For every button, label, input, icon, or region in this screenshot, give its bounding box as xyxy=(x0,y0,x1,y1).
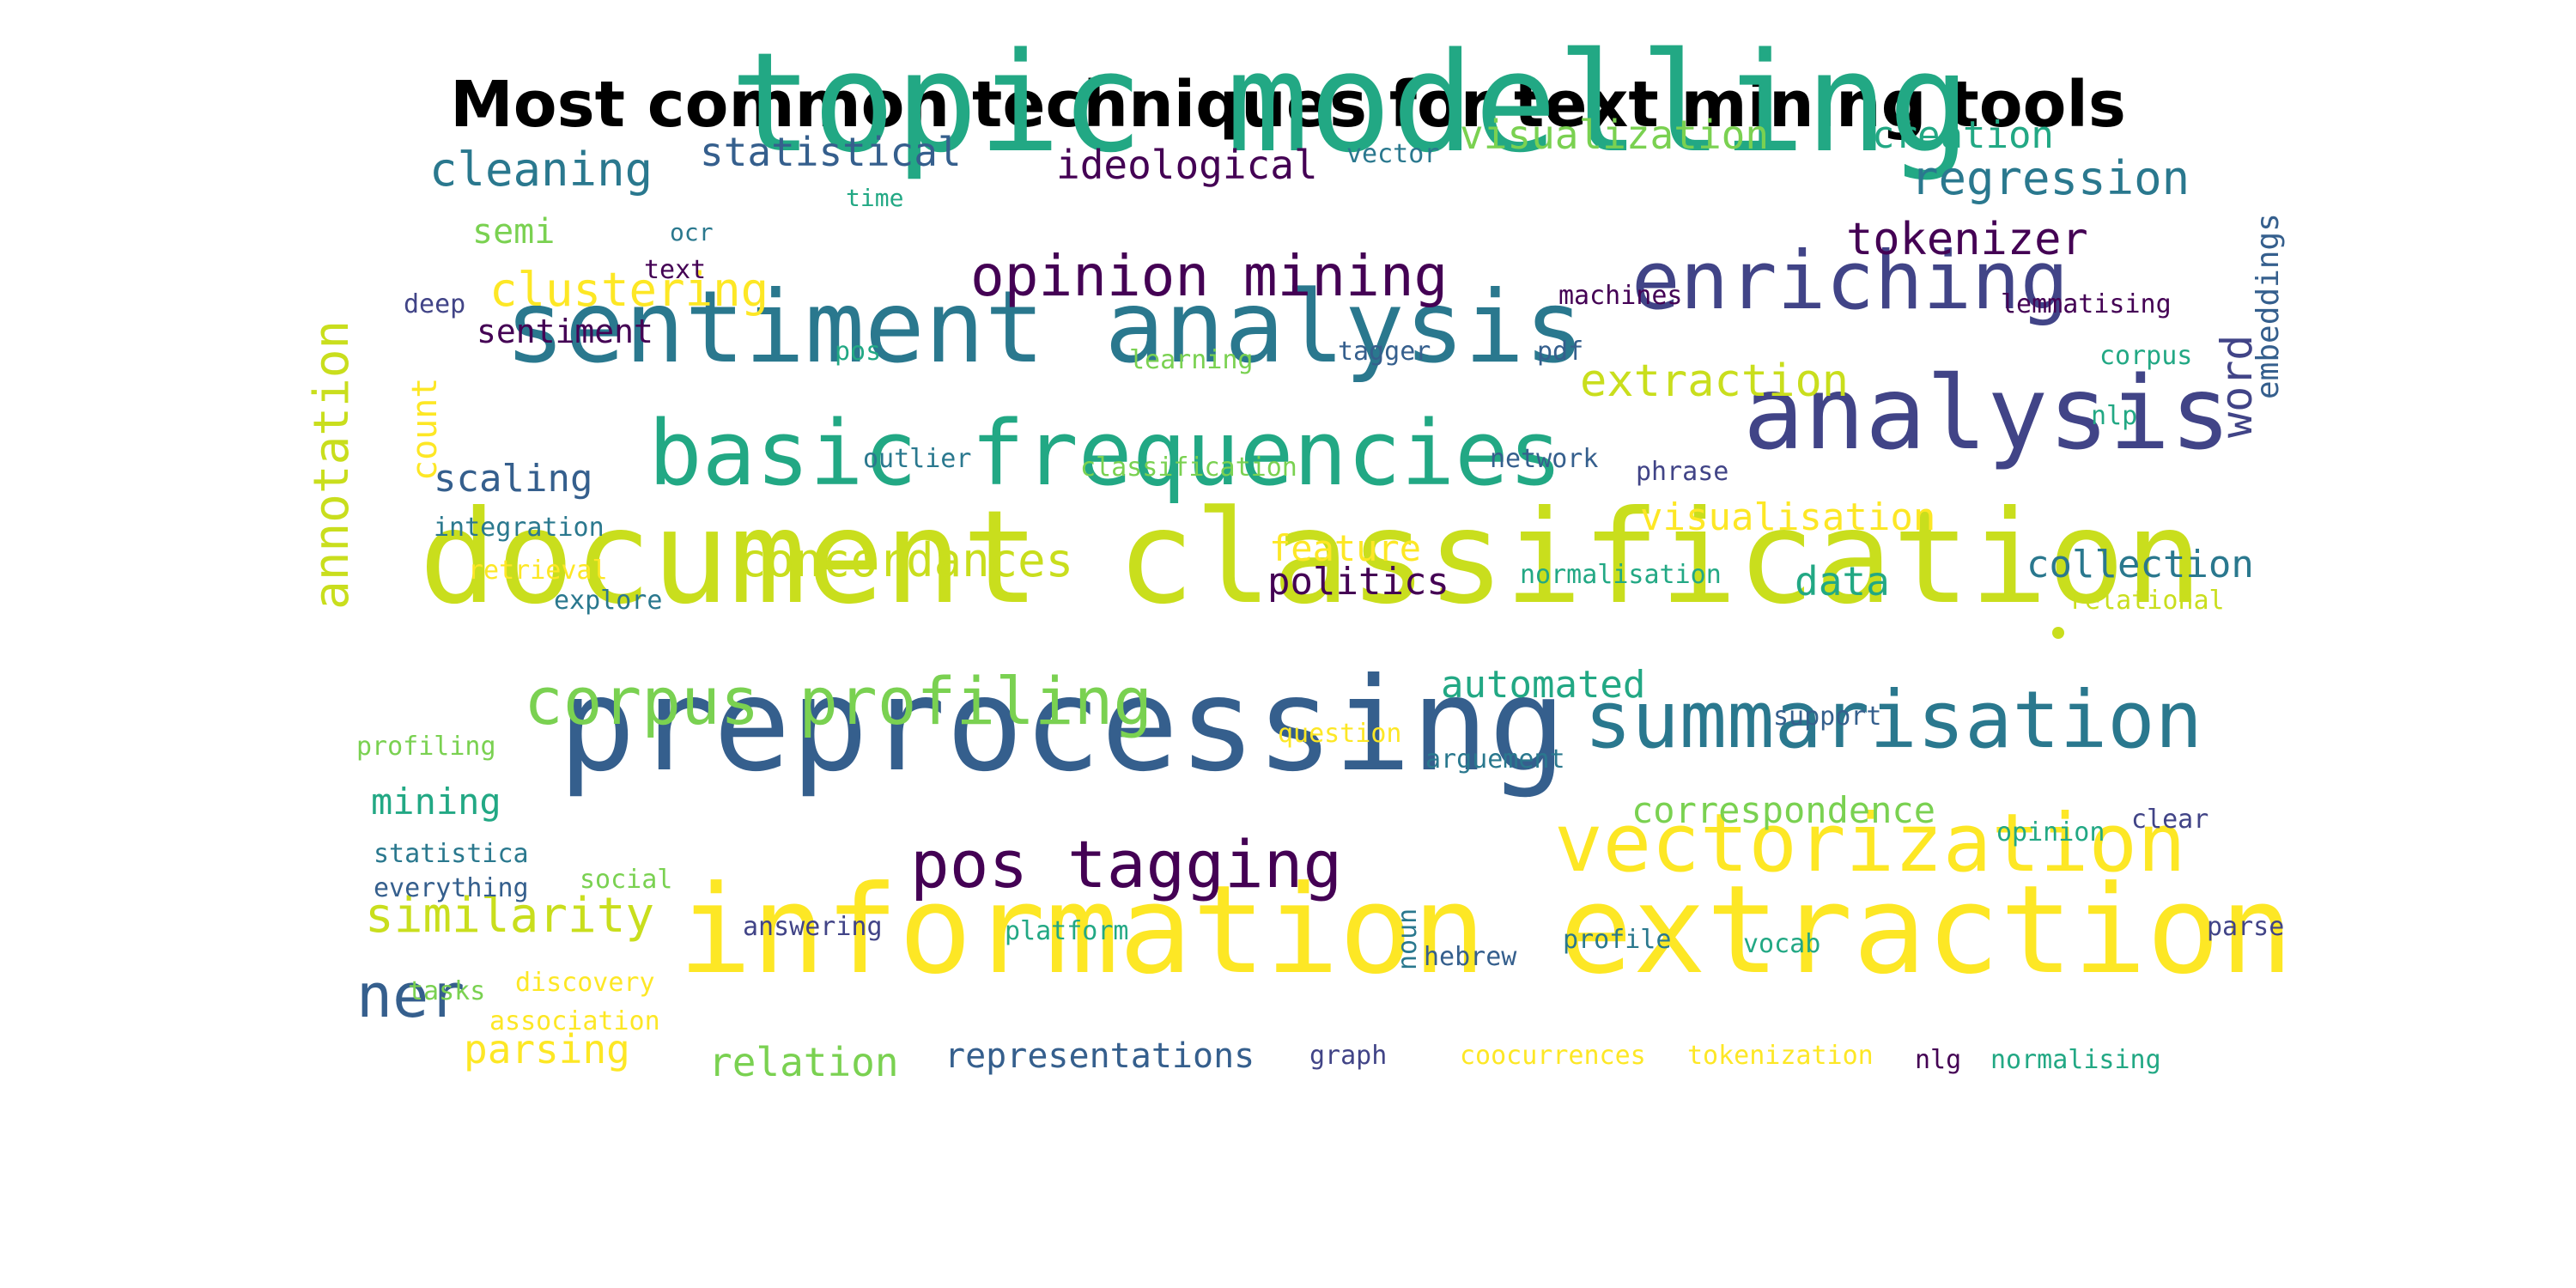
cloud-word: tagger xyxy=(1338,337,1431,367)
cloud-word: representations xyxy=(945,1036,1255,1076)
dot-mark xyxy=(2052,627,2064,639)
cloud-word: document classification xyxy=(419,483,2203,633)
cloud-word: profile xyxy=(1563,925,1672,955)
cloud-word: statistica xyxy=(374,839,529,869)
cloud-word: analysis xyxy=(1743,354,2232,472)
cloud-word: relational xyxy=(2069,586,2225,616)
cloud-word: classification xyxy=(1080,453,1297,483)
cloud-word: statistical xyxy=(700,129,962,175)
cloud-word: social xyxy=(580,865,673,895)
cloud-word: tokenization xyxy=(1687,1041,1874,1071)
cloud-word: normalisation xyxy=(1520,560,1722,590)
cloud-word: information extraction xyxy=(678,860,2293,1001)
cloud-word: semi xyxy=(472,212,556,252)
cloud-word: clear xyxy=(2131,805,2209,835)
cloud-word: vector xyxy=(1346,139,1440,169)
cloud-word: correspondence xyxy=(1631,789,1936,831)
cloud-word: data xyxy=(1795,558,1890,605)
cloud-word: retrieval xyxy=(468,556,608,586)
cloud-word: machines xyxy=(1558,281,1683,311)
cloud-word: sentiment analysis xyxy=(505,270,1585,386)
cloud-word: nlp xyxy=(2091,401,2138,431)
cloud-word: automated xyxy=(1441,663,1646,707)
cloud-word: arguement xyxy=(1425,744,1565,775)
cloud-word: pos xyxy=(835,337,882,367)
cloud-word: opinion mining xyxy=(970,243,1449,309)
cloud-word: parsing xyxy=(464,1026,630,1072)
cloud-word: integration xyxy=(434,513,605,543)
chart-title: Most common techniques for text mining t… xyxy=(450,68,2126,142)
cloud-word: lemmatising xyxy=(2001,289,2172,319)
cloud-word: text xyxy=(644,255,707,285)
cloud-word: association xyxy=(489,1006,660,1036)
cloud-word: ocr xyxy=(670,218,714,246)
cloud-word: enriching xyxy=(1631,234,2069,328)
cloud-word: concordances xyxy=(738,533,1074,587)
cloud-word: preprocessing xyxy=(558,651,1566,800)
cloud-word: graph xyxy=(1309,1041,1388,1071)
cloud-word: corpus xyxy=(2099,341,2193,371)
cloud-word: mining xyxy=(371,781,501,823)
cloud-word: nlg xyxy=(1915,1045,1962,1075)
cloud-word: pdf xyxy=(1537,337,1584,367)
cloud-word: everything xyxy=(374,873,529,903)
cloud-word: network xyxy=(1490,444,1599,474)
cloud-word: explore xyxy=(554,586,663,616)
cloud-word: ner xyxy=(356,961,465,1031)
cloud-word: extraction xyxy=(1580,355,1850,407)
cloud-word: relation xyxy=(708,1039,899,1085)
cloud-word: sentiment xyxy=(477,313,653,350)
cloud-word: summarisation xyxy=(1584,674,2203,766)
cloud-word: noun xyxy=(1393,908,1423,970)
cloud-word: deep xyxy=(404,289,466,319)
cloud-word: regression xyxy=(1911,151,2190,205)
cloud-word: platform xyxy=(1005,916,1129,946)
cloud-word: visualisation xyxy=(1640,495,1936,539)
cloud-word: basic frequencies xyxy=(648,401,1563,506)
cloud-word: opinion xyxy=(1996,817,2105,848)
cloud-word: embeddings xyxy=(2251,213,2286,399)
cloud-word: answering xyxy=(743,912,883,942)
cloud-word: hebrew xyxy=(1424,942,1517,972)
cloud-word: collection xyxy=(2026,543,2254,586)
cloud-word: scaling xyxy=(434,457,593,501)
cloud-word: support xyxy=(1773,702,1882,732)
cloud-word: phrase xyxy=(1636,457,1729,487)
cloud-word: vectorization xyxy=(1554,797,2186,890)
cloud-word: tokenizer xyxy=(1846,214,2088,265)
cloud-word: pos tagging xyxy=(910,826,1343,902)
cloud-word: coocurrences xyxy=(1460,1041,1646,1071)
cloud-word: ideological xyxy=(1056,142,1318,188)
cloud-word: vocab xyxy=(1743,929,1821,959)
cloud-word: discovery xyxy=(515,968,655,998)
cloud-word: corpus profiling xyxy=(524,663,1153,739)
cloud-word: count xyxy=(405,377,445,481)
cloud-word: annotation xyxy=(304,319,360,610)
cloud-word: outlier xyxy=(863,444,972,474)
cloud-word: parse xyxy=(2207,912,2285,942)
cloud-word: topic modelling xyxy=(730,22,1971,183)
cloud-word: clustering xyxy=(489,263,769,317)
cloud-word: creation xyxy=(1872,113,2054,157)
cloud-word: feature xyxy=(1269,527,1422,569)
cloud-word: tasks xyxy=(408,976,486,1006)
cloud-word: time xyxy=(846,184,904,212)
cloud-word: question xyxy=(1278,719,1402,749)
cloud-word: cleaning xyxy=(429,143,653,197)
cloud-word: similarity xyxy=(365,888,655,944)
cloud-word: profiling xyxy=(356,732,496,762)
cloud-word: visualization xyxy=(1460,112,1770,158)
cloud-word: normalising xyxy=(1990,1045,2161,1075)
cloud-word: learning xyxy=(1129,345,1254,375)
cloud-word: politics xyxy=(1267,560,1449,604)
